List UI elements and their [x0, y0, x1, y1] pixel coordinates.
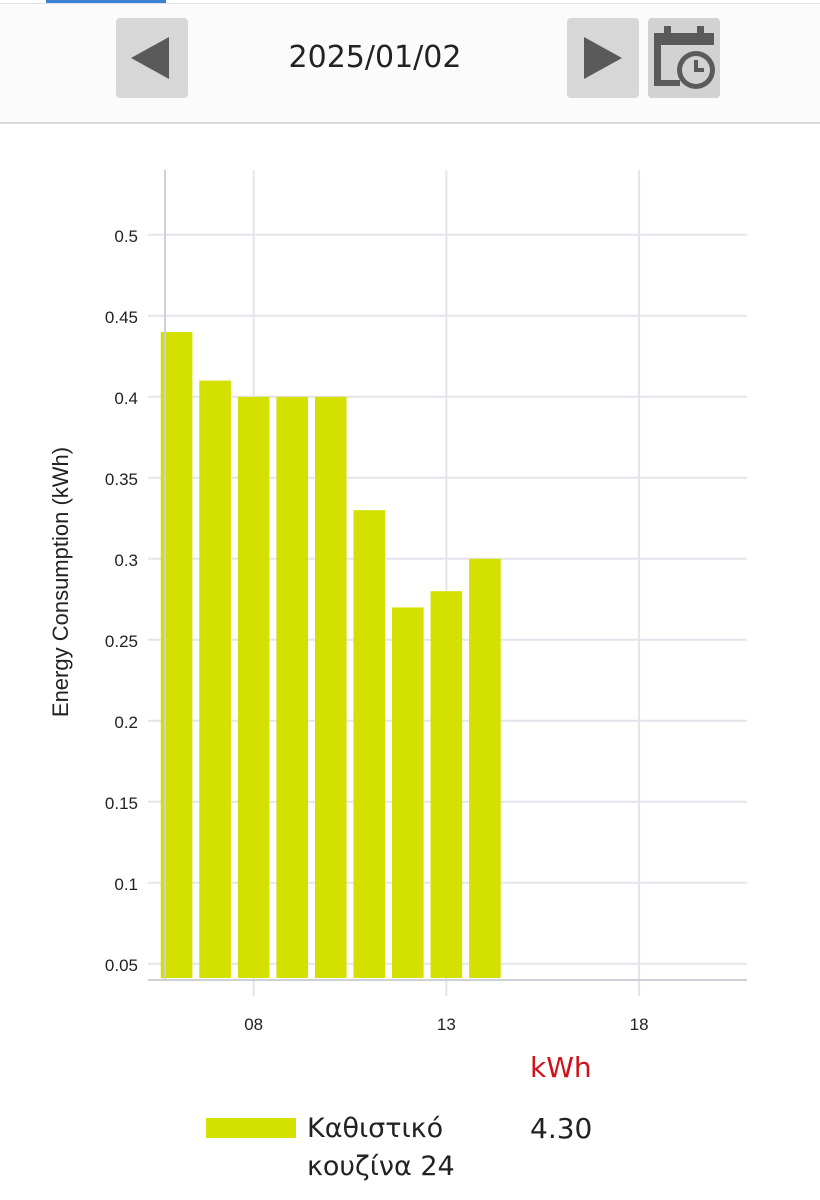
legend-name-line-1: Καθιστικό [307, 1113, 444, 1144]
legend-name-line-2: κουζίνα 24 [307, 1151, 455, 1182]
legend-series-name: Καθιστικό κουζίνα 24 [307, 1110, 487, 1186]
y-tick-label: 0.3 [114, 551, 138, 570]
x-tick-label: 08 [244, 1015, 263, 1034]
bar-hour-6 [160, 332, 193, 978]
triangle-left-icon [131, 37, 169, 79]
y-tick-label: 0.25 [105, 632, 138, 651]
x-tick-label: 18 [630, 1015, 649, 1034]
bar-hour-7 [199, 380, 231, 979]
top-divider [0, 3, 820, 4]
calendar-clock-icon [654, 26, 715, 89]
next-day-button[interactable] [567, 18, 639, 98]
energy-bar-chart: 0.05 0.1 0.15 0.2 0.25 0.3 0.35 0.4 0.45 0.5 08 13 1… [48, 170, 747, 1034]
legend-total-value: 4.30 [530, 1112, 593, 1145]
date-navigation-bar: 2025/01/02 [0, 4, 820, 124]
y-tick-label: 0.35 [105, 470, 138, 489]
calendar-button[interactable] [648, 18, 720, 98]
y-tick-label: 0.2 [114, 713, 138, 732]
bar-hour-8 [237, 396, 270, 978]
chart-tick-labels: 0.05 0.1 0.15 0.2 0.25 0.3 0.35 0.4 0.45 0.5 08 13 1… [105, 227, 649, 1034]
x-tick-label: 13 [437, 1015, 456, 1034]
bar-hour-13 [430, 591, 463, 978]
legend-swatch [206, 1118, 296, 1138]
active-tab-indicator [46, 0, 166, 3]
y-tick-label: 0.1 [114, 875, 138, 894]
bar-hour-11 [353, 510, 386, 978]
y-axis-title: Energy Consumption (kWh) [48, 447, 73, 717]
y-tick-label: 0.15 [105, 794, 138, 813]
current-date[interactable]: 2025/01/02 [288, 40, 462, 75]
triangle-right-icon [584, 37, 622, 79]
previous-day-button[interactable] [116, 18, 188, 98]
bar-hour-12 [392, 607, 424, 978]
bar-hour-9 [276, 396, 308, 978]
y-tick-label: 0.4 [114, 389, 138, 408]
bar-hour-10 [314, 396, 347, 978]
unit-label: kWh [530, 1051, 592, 1084]
chart-axes [148, 170, 747, 981]
y-tick-label: 0.5 [114, 227, 138, 246]
chart-bars [160, 332, 501, 979]
y-tick-label: 0.05 [105, 956, 138, 975]
y-tick-label: 0.45 [105, 308, 138, 327]
bar-hour-14 [469, 558, 501, 978]
